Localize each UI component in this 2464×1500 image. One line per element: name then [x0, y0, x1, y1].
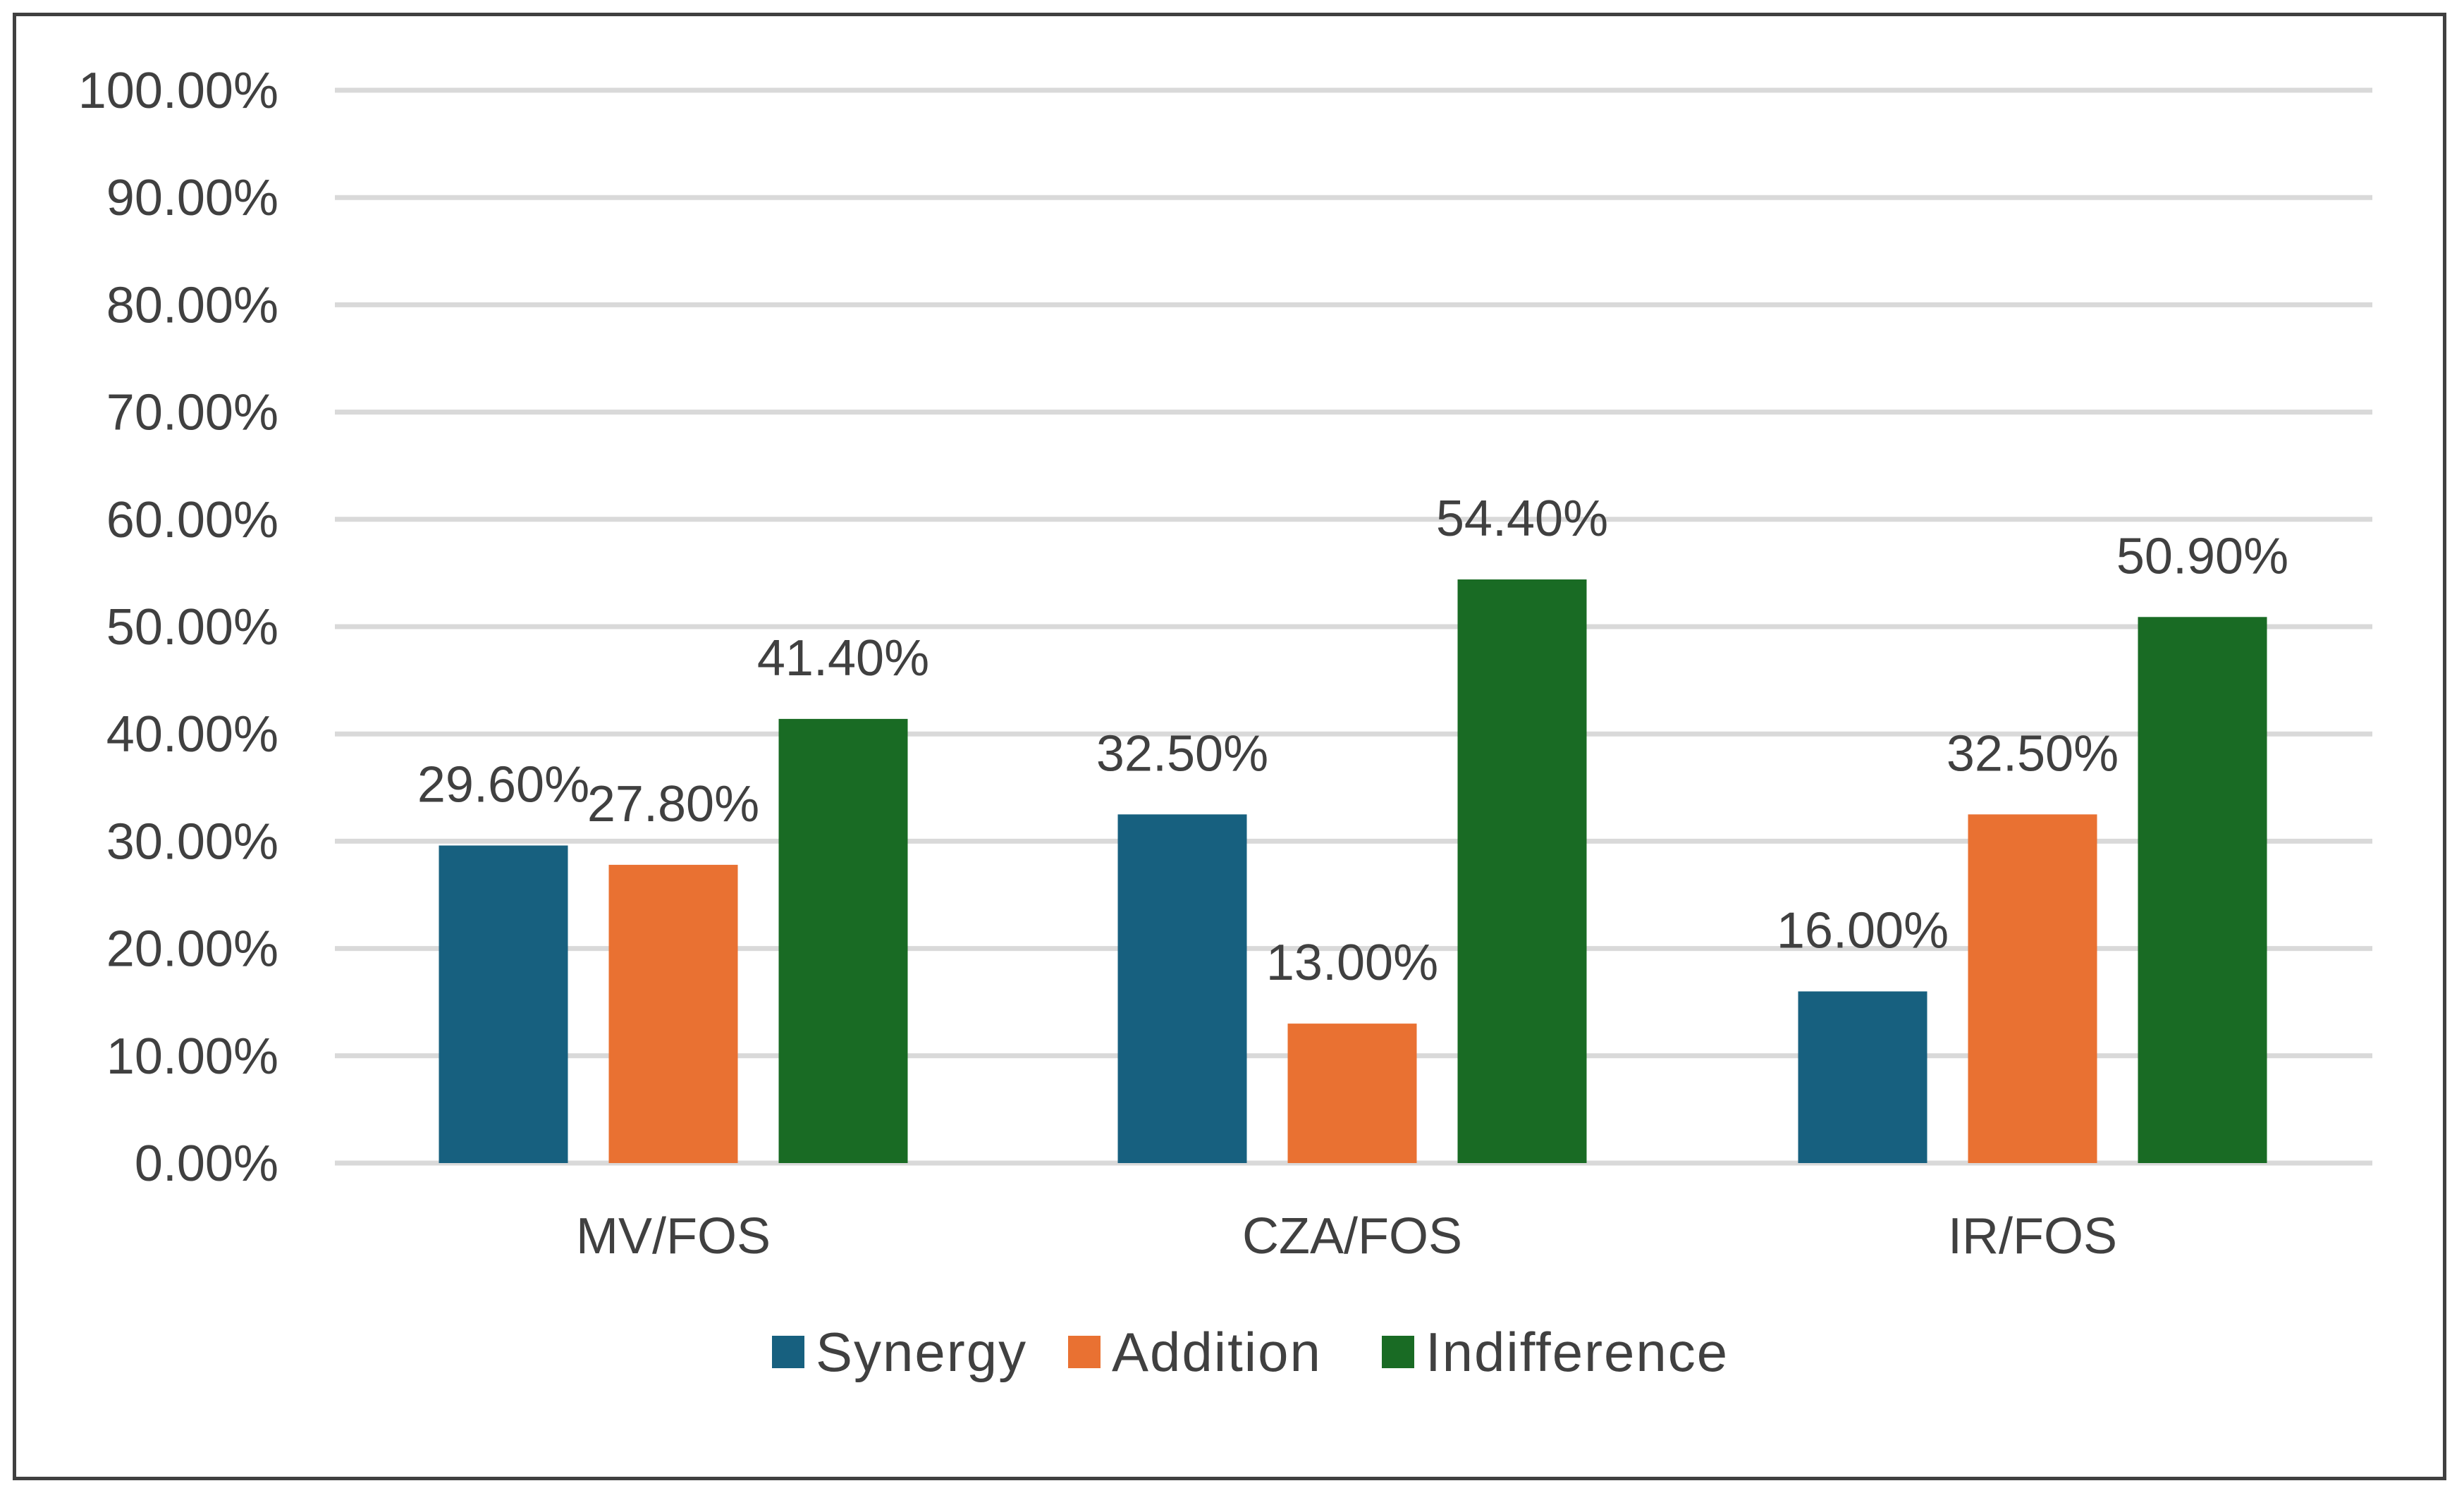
y-tick-label: 0.00% — [135, 1136, 278, 1192]
legend-swatch-addition — [1068, 1336, 1101, 1368]
bar-indifference-cza-fos — [1457, 579, 1587, 1163]
x-category-label: MV/FOS — [576, 1208, 771, 1265]
bar-indifference-mv-fos — [778, 718, 908, 1163]
legend-swatch-synergy — [772, 1336, 804, 1368]
y-tick-label: 60.00% — [106, 492, 278, 548]
bar-synergy-mv-fos — [439, 845, 568, 1163]
chart-frame — [13, 13, 2446, 1480]
x-category-label: CZA/FOS — [1242, 1208, 1462, 1265]
x-category-label: IR/FOS — [1948, 1208, 2117, 1265]
data-label: 16.00% — [1777, 902, 1949, 959]
data-label: 50.90% — [2116, 528, 2288, 584]
y-axis-ticks: 0.00% 10.00% 20.00% 30.00% 40.00% 50.00% 60.00… — [78, 63, 278, 1192]
legend: Synergy Addition Indifference — [772, 1321, 1729, 1383]
data-label: 41.40% — [757, 630, 929, 687]
bar-addition-mv-fos — [608, 864, 738, 1163]
legend-label-addition: Addition — [1112, 1321, 1322, 1383]
bars — [439, 579, 2267, 1163]
x-axis-categories: MV/FOS CZA/FOS IR/FOS — [576, 1208, 2117, 1265]
data-label: 32.50% — [1947, 725, 2119, 782]
legend-label-synergy: Synergy — [816, 1321, 1027, 1383]
data-label: 54.40% — [1436, 491, 1608, 547]
legend-swatch-indifference — [1382, 1336, 1414, 1368]
data-label: 29.60% — [417, 756, 589, 813]
bar-synergy-ir-fos — [1798, 991, 1927, 1163]
y-tick-label: 80.00% — [106, 277, 278, 333]
y-tick-label: 100.00% — [78, 63, 278, 119]
data-labels: 29.60%27.80% 41.40% 32.50% 13.00% 54.40% 16.0… — [417, 491, 2288, 991]
bar-synergy-cza-fos — [1117, 814, 1247, 1163]
y-tick-label: 10.00% — [106, 1028, 278, 1085]
y-tick-label: 30.00% — [106, 813, 278, 870]
data-label: 27.80% — [587, 776, 759, 832]
bar-addition-ir-fos — [1968, 814, 2097, 1163]
y-tick-label: 90.00% — [106, 170, 278, 226]
bar-addition-cza-fos — [1287, 1023, 1417, 1163]
data-label: 32.50% — [1096, 725, 1268, 782]
data-label: 13.00% — [1266, 935, 1438, 991]
y-tick-label: 70.00% — [106, 385, 278, 441]
y-tick-label: 50.00% — [106, 599, 278, 656]
y-tick-label: 40.00% — [106, 706, 278, 763]
bar-indifference-ir-fos — [2138, 617, 2267, 1163]
y-tick-label: 20.00% — [106, 921, 278, 978]
legend-label-indifference: Indifference — [1426, 1321, 1729, 1383]
